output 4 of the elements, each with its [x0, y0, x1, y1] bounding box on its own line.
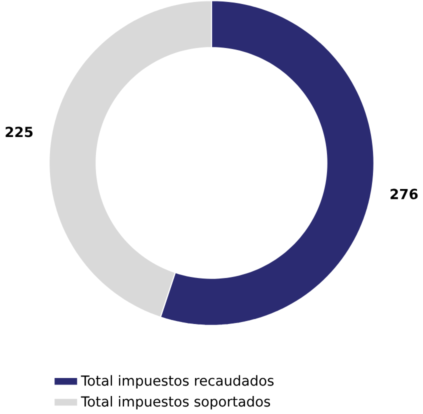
- legend-label: Total impuestos recaudados: [80, 375, 274, 388]
- data-label: 276: [390, 188, 418, 200]
- data-label: 225: [6, 126, 33, 138]
- legend-label: Total impuestos soportados: [80, 396, 270, 410]
